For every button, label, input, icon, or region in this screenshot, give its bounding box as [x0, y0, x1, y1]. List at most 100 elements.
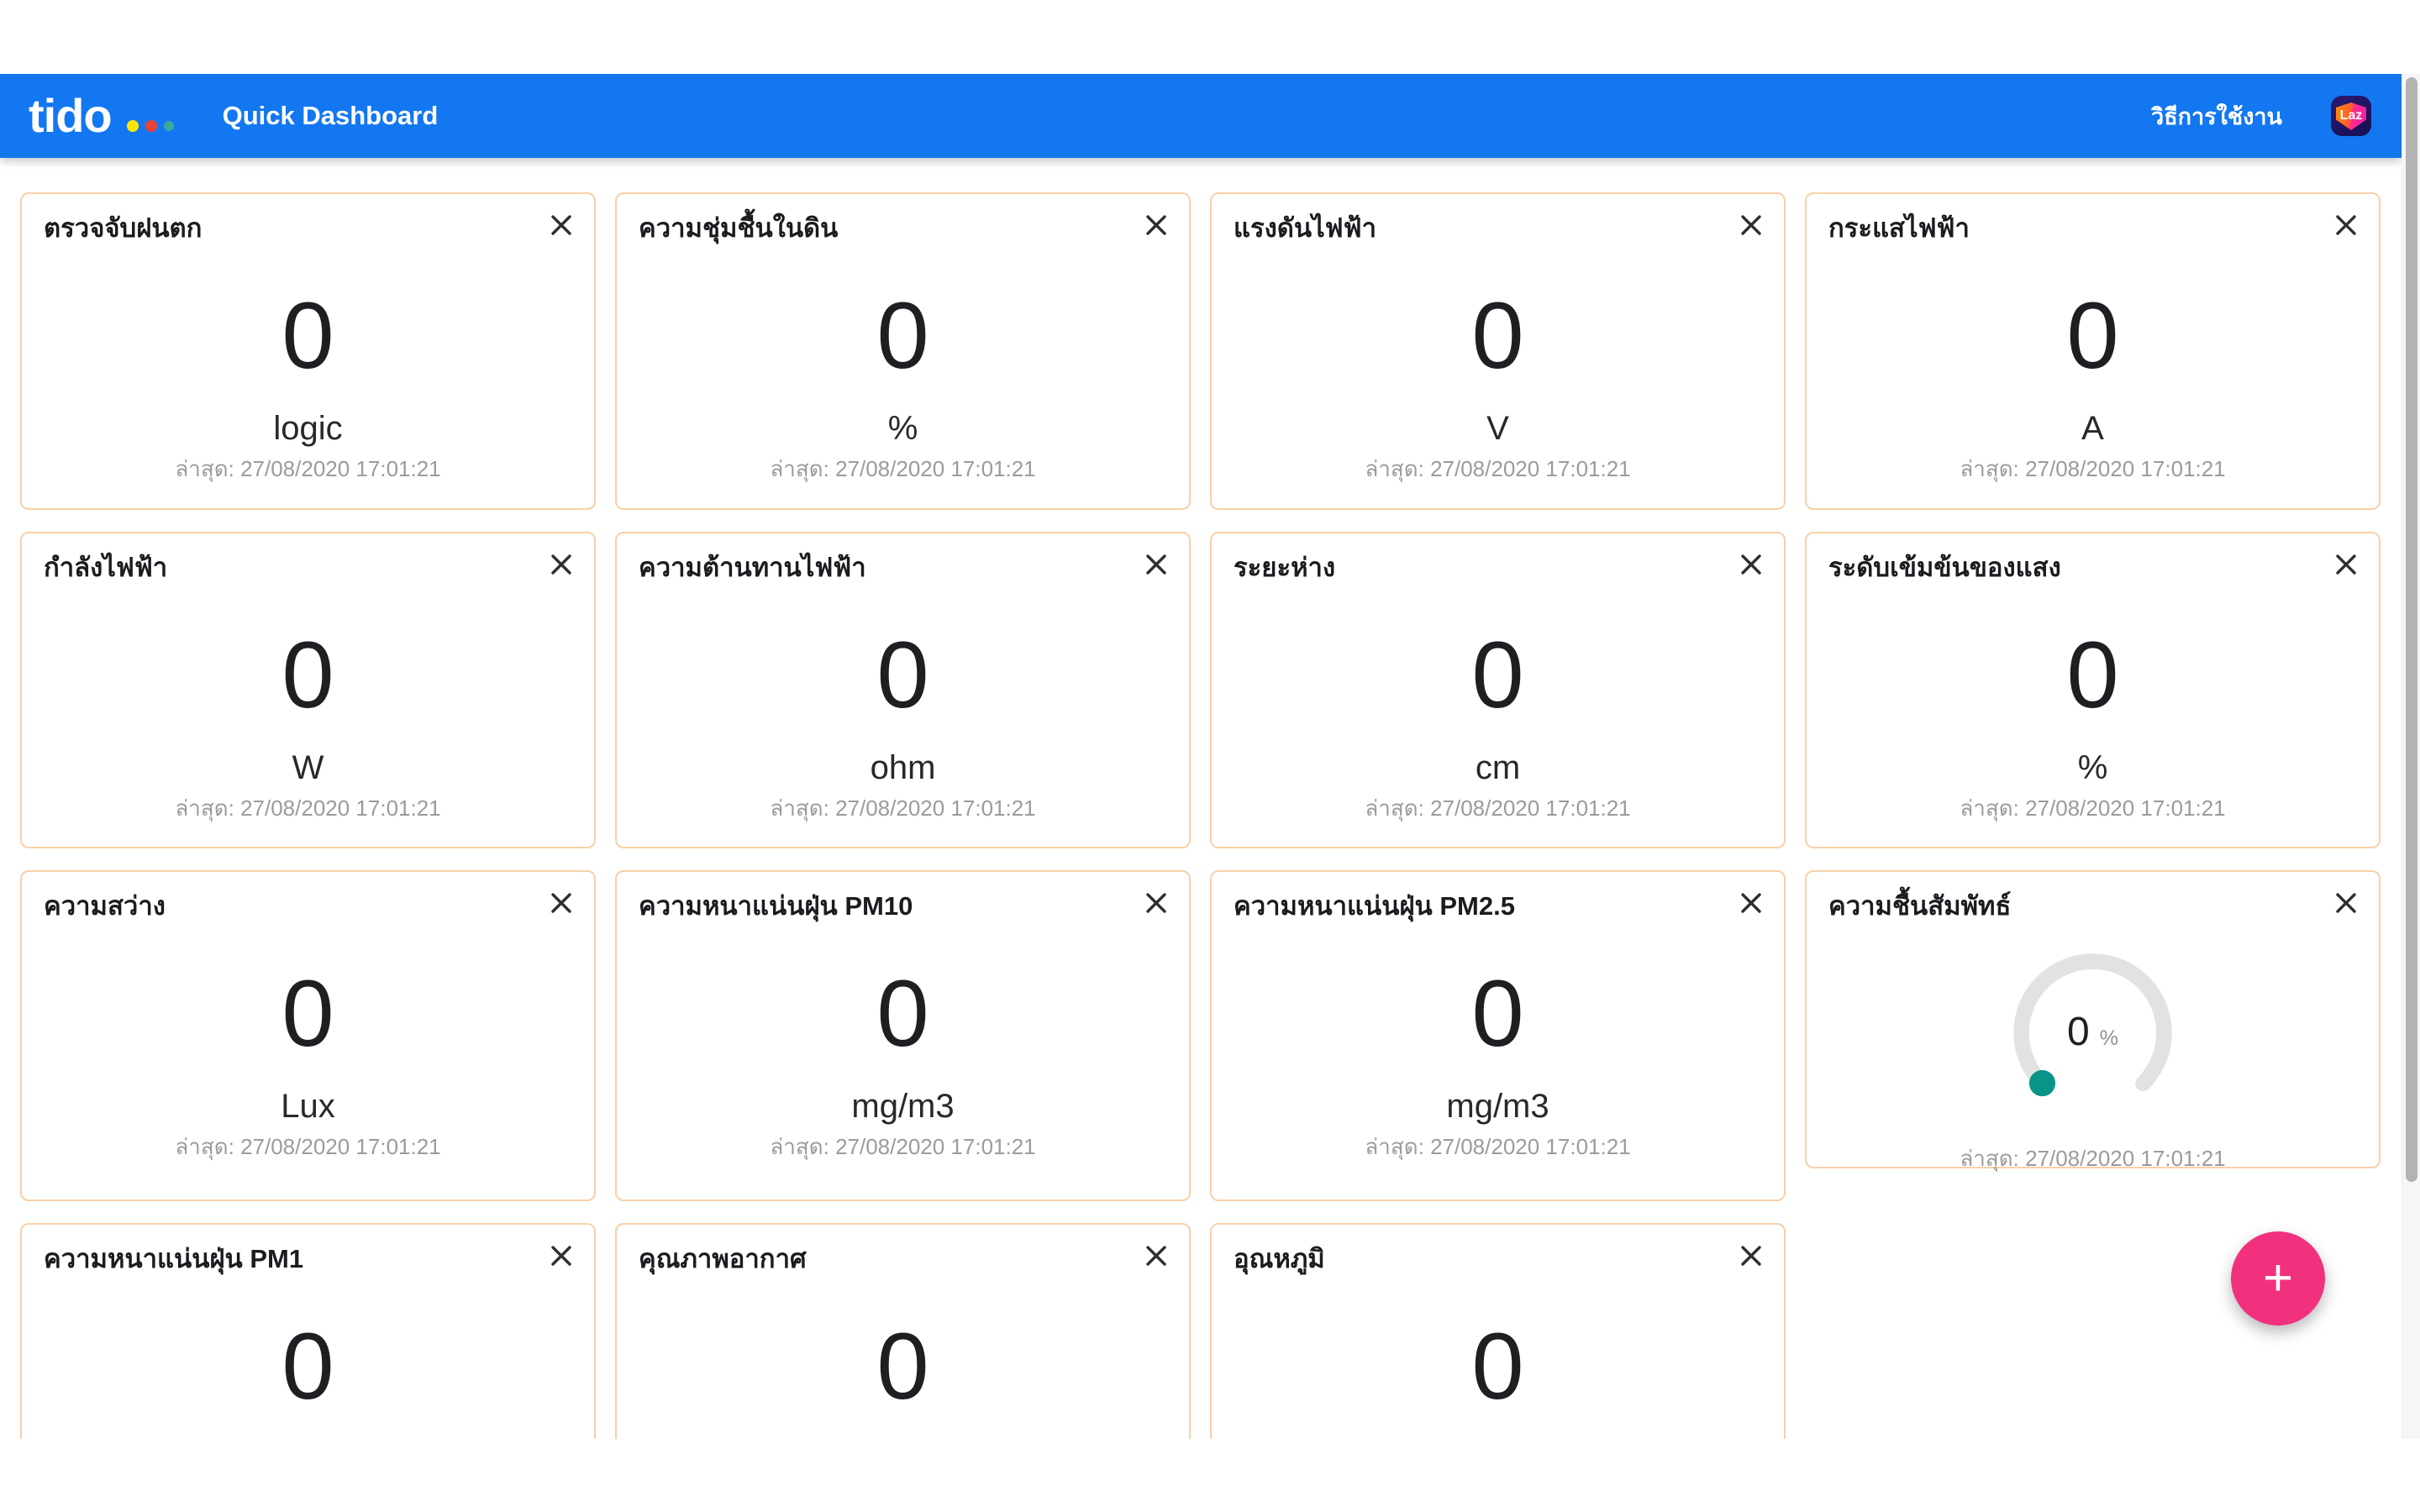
card-value: 0	[876, 622, 929, 727]
close-icon[interactable]	[547, 211, 576, 239]
close-icon[interactable]	[1142, 889, 1171, 917]
sensor-card: ความสว่าง 0 Lux ล่าสุด: 27/08/2020 17:01…	[20, 870, 596, 1201]
card-unit: mg/m3	[851, 1087, 955, 1125]
logo-dot-red-icon	[145, 120, 157, 132]
help-link[interactable]: วิธีการใช้งาน	[2151, 103, 2282, 129]
card-value: 0	[876, 960, 929, 1066]
card-unit: cm	[1475, 748, 1521, 786]
card-value: 0	[281, 960, 334, 1066]
card-value: 0	[2066, 282, 2119, 388]
sensor-card-gauge: ความชื้นสัมพัทธ์ 0 % ล่าสุด: 27/08/2020 …	[1805, 870, 2381, 1171]
card-timestamp: ล่าสุด: 27/08/2020 17:01:21	[1365, 455, 1631, 481]
card-timestamp: ล่าสุด: 27/08/2020 17:01:21	[1960, 795, 2226, 821]
card-value: 0	[2066, 622, 2119, 727]
browser-viewport: tido Quick Dashboard วิธีการใช้งาน Laz ต…	[0, 74, 2420, 1439]
card-unit: Lux	[281, 1087, 335, 1125]
card-unit: A	[2081, 409, 2104, 447]
card-title: คุณภาพอากาศ	[639, 1244, 807, 1273]
sensor-card: ระยะห่าง 0 cm ล่าสุด: 27/08/2020 17:01:2…	[1210, 532, 1786, 848]
lazada-avatar-label: Laz	[2339, 108, 2363, 123]
card-title: ตรวจจับฝนตก	[44, 213, 203, 243]
close-icon[interactable]	[1737, 550, 1765, 579]
card-title: ความชุ่มชื้นในดิน	[639, 213, 839, 243]
lazada-avatar[interactable]: Laz	[2331, 96, 2371, 136]
card-timestamp: ล่าสุด: 27/08/2020 17:01:21	[770, 455, 1036, 481]
card-title: อุณหภูมิ	[1234, 1244, 1325, 1273]
sensor-card: กระแสไฟฟ้า 0 A ล่าสุด: 27/08/2020 17:01:…	[1805, 192, 2381, 510]
sensor-card: ระดับเข้มข้นของแสง 0 % ล่าสุด: 27/08/202…	[1805, 532, 2381, 848]
card-timestamp: ล่าสุด: 27/08/2020 17:01:21	[1365, 795, 1631, 821]
close-icon[interactable]	[1737, 889, 1765, 917]
card-timestamp: ล่าสุด: 27/08/2020 17:01:21	[770, 1133, 1036, 1159]
card-value: 0	[1471, 960, 1524, 1066]
close-icon[interactable]	[1142, 550, 1171, 579]
sensor-card: ความหนาแน่นฝุ่น PM2.5 0 mg/m3 ล่าสุด: 27…	[1210, 870, 1786, 1201]
logo-dot-yellow-icon	[126, 120, 139, 132]
dashboard-page: tido Quick Dashboard วิธีการใช้งาน Laz ต…	[0, 74, 2402, 1439]
sensor-card: กำลังไฟฟ้า 0 W ล่าสุด: 27/08/2020 17:01:…	[20, 532, 596, 848]
sensor-card: ความหนาแน่นฝุ่น PM1 0	[20, 1223, 596, 1439]
card-title: ความหนาแน่นฝุ่น PM1	[44, 1244, 304, 1273]
card-timestamp: ล่าสุด: 27/08/2020 17:01:21	[770, 795, 1036, 821]
app-header: tido Quick Dashboard วิธีการใช้งาน Laz	[0, 74, 2402, 158]
close-icon[interactable]	[547, 1242, 576, 1270]
gauge-unit: %	[2099, 1026, 2118, 1050]
card-title: กำลังไฟฟ้า	[44, 553, 168, 582]
close-icon[interactable]	[1737, 1242, 1765, 1270]
add-widget-button[interactable]: +	[2231, 1231, 2325, 1326]
close-icon[interactable]	[2332, 889, 2360, 917]
sensor-card: ความหนาแน่นฝุ่น PM10 0 mg/m3 ล่าสุด: 27/…	[615, 870, 1191, 1201]
close-icon[interactable]	[547, 889, 576, 917]
card-unit: %	[887, 409, 918, 447]
card-unit: V	[1486, 409, 1509, 447]
card-timestamp: ล่าสุด: 27/08/2020 17:01:21	[1365, 1133, 1631, 1159]
close-icon[interactable]	[1142, 211, 1171, 239]
card-value: 0	[1471, 622, 1524, 727]
card-timestamp: ล่าสุด: 27/08/2020 17:01:21	[175, 795, 441, 821]
card-title: กระแสไฟฟ้า	[1828, 213, 1970, 243]
card-value: 0	[1471, 1313, 1524, 1419]
card-grid: ตรวจจับฝนตก 0 logic ล่าสุด: 27/08/2020 1…	[0, 158, 2402, 1439]
card-value: 0	[1471, 282, 1524, 388]
card-value: 0	[876, 282, 929, 388]
gauge-needle-dot-icon	[2028, 1069, 2056, 1096]
card-timestamp: ล่าสุด: 27/08/2020 17:01:21	[175, 455, 441, 481]
card-timestamp: ล่าสุด: 27/08/2020 17:01:21	[1960, 1145, 2226, 1171]
card-unit: logic	[273, 409, 343, 447]
card-timestamp: ล่าสุด: 27/08/2020 17:01:21	[1960, 455, 2226, 481]
card-title: ความสว่าง	[44, 891, 166, 921]
sensor-card: ตรวจจับฝนตก 0 logic ล่าสุด: 27/08/2020 1…	[20, 192, 596, 510]
logo-text: tido	[29, 89, 113, 142]
vertical-scrollbar[interactable]	[2402, 74, 2420, 1439]
card-title: ระยะห่าง	[1234, 553, 1336, 582]
sensor-card: แรงดันไฟฟ้า 0 V ล่าสุด: 27/08/2020 17:01…	[1210, 192, 1786, 510]
close-icon[interactable]	[2332, 211, 2360, 239]
card-title: ระดับเข้มข้นของแสง	[1828, 553, 2061, 582]
close-icon[interactable]	[1142, 1242, 1171, 1270]
gauge-arc-icon	[2013, 953, 2172, 1112]
scrollbar-thumb[interactable]	[2406, 77, 2417, 1182]
card-title: ความหนาแน่นฝุ่น PM10	[639, 891, 913, 921]
card-timestamp: ล่าสุด: 27/08/2020 17:01:21	[175, 1133, 441, 1159]
card-value: 0	[281, 282, 334, 388]
card-unit: W	[292, 748, 324, 786]
sensor-card: ความชุ่มชื้นในดิน 0 % ล่าสุด: 27/08/2020…	[615, 192, 1191, 510]
top-whitespace	[0, 0, 2420, 74]
close-icon[interactable]	[1737, 211, 1765, 239]
card-value: 0	[281, 622, 334, 727]
sensor-card: ความต้านทานไฟฟ้า 0 ohm ล่าสุด: 27/08/202…	[615, 532, 1191, 848]
card-title: แรงดันไฟฟ้า	[1234, 213, 1376, 243]
card-unit: %	[2077, 748, 2108, 786]
logo-dot-teal-icon	[163, 121, 174, 131]
page-title: Quick Dashboard	[222, 101, 439, 130]
close-icon[interactable]	[547, 550, 576, 579]
card-title: ความหนาแน่นฝุ่น PM2.5	[1234, 891, 1515, 921]
card-unit: mg/m3	[1446, 1087, 1549, 1125]
card-title: ความชื้นสัมพัทธ์	[1828, 891, 2012, 921]
card-unit: ohm	[870, 748, 936, 786]
close-icon[interactable]	[2332, 550, 2360, 579]
card-title: ความต้านทานไฟฟ้า	[639, 553, 866, 582]
sensor-card: อุณหภูมิ 0	[1210, 1223, 1786, 1439]
sensor-card: คุณภาพอากาศ 0	[615, 1223, 1191, 1439]
gauge-value: 0	[2067, 1010, 2090, 1055]
